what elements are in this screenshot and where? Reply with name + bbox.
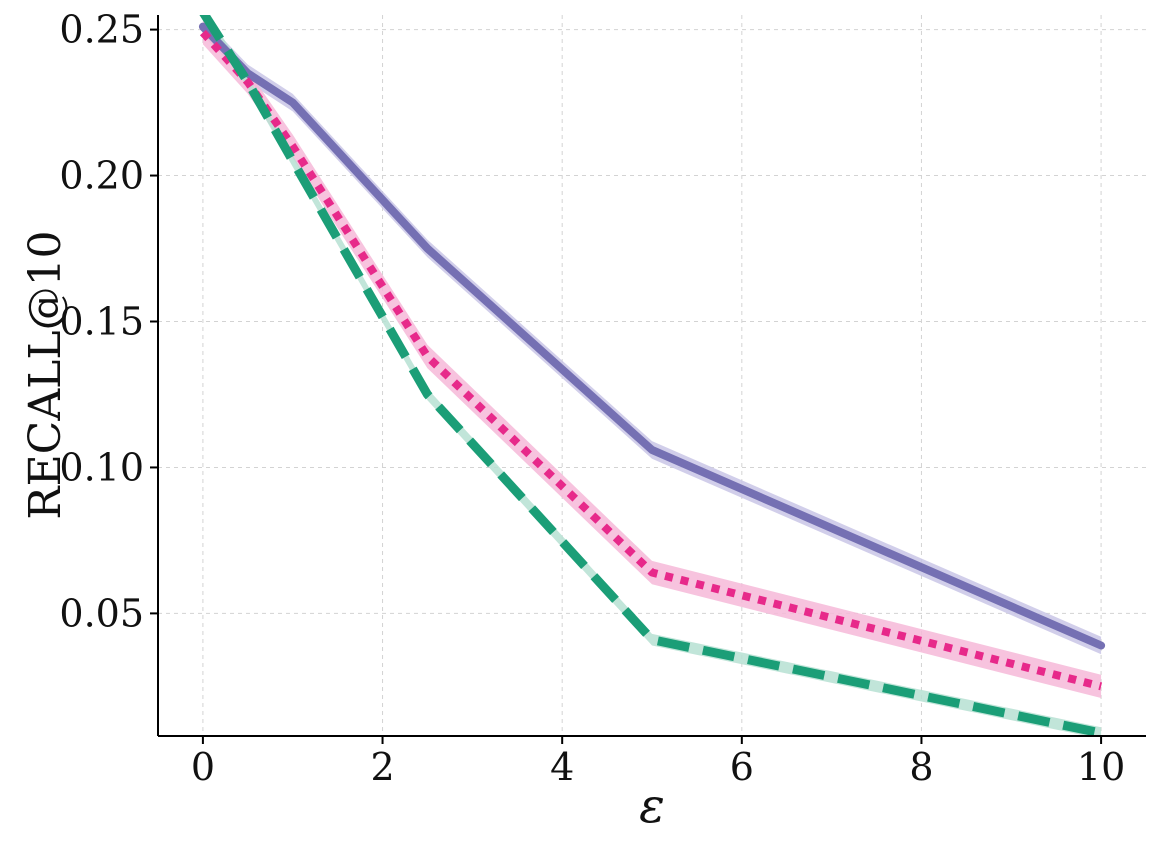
x-tick-label: 6 [730,745,754,789]
y-tick-label: 0.25 [59,8,144,52]
x-tick-label: 4 [550,745,574,789]
series-1-band [202,20,1102,699]
y-tick-label: 0.20 [59,154,144,198]
series-2-band [202,15,1102,736]
x-axis-label: ε [639,778,665,834]
y-tick-label: 0.15 [59,299,144,343]
confidence-bands [202,15,1102,736]
tick-labels: 0 2 4 6 8 10 0.05 0.10 0.15 0.20 0.25 [59,8,1125,789]
series-0-band [202,17,1102,655]
series-2-line [199,15,1103,736]
y-axis-label: RECALL@10 [20,230,71,519]
x-tick-label: 8 [909,745,933,789]
series-lines [198,15,1106,736]
x-tick-label: 0 [191,745,215,789]
x-tick-label: 2 [370,745,394,789]
x-tick-label: 10 [1077,745,1125,789]
axes [150,15,1146,744]
y-tick-label: 0.05 [59,591,144,635]
y-tick-label: 0.10 [59,445,144,489]
series-0-line [198,22,1106,650]
